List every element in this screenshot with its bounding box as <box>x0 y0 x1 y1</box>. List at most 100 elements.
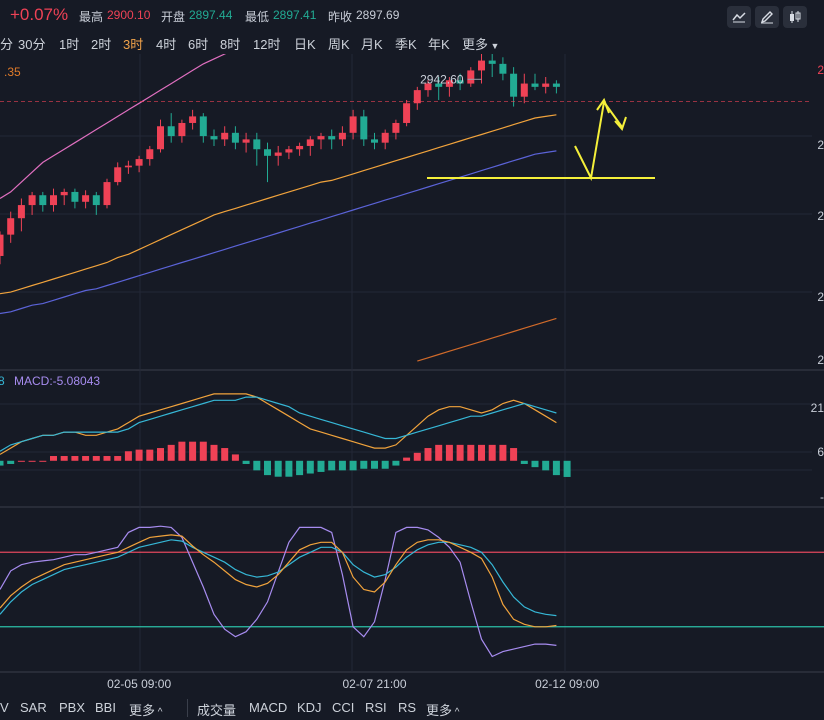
boll-upper-line <box>0 54 227 200</box>
more-intervals-button[interactable]: 更多 ▼ <box>462 34 499 53</box>
macd-histogram-bar <box>157 448 164 461</box>
time-axis-label: 02-12 09:00 <box>535 677 599 691</box>
tab-interval[interactable]: 周K <box>328 37 350 52</box>
macd-histogram-bar <box>39 460 47 462</box>
candle-body <box>189 116 197 123</box>
macd-dea-line <box>0 396 557 452</box>
macd-histogram-bar <box>189 441 197 461</box>
candle-body <box>478 60 485 71</box>
candle-body <box>413 90 421 104</box>
more-label: 更多 <box>129 703 156 718</box>
candle-body <box>103 182 111 206</box>
macd-histogram-bar <box>371 460 378 469</box>
macd-histogram-bar <box>146 449 154 461</box>
tab-interval[interactable]: 6时 <box>188 37 209 52</box>
tab-interval[interactable]: 12时 <box>253 37 281 52</box>
candle-body <box>264 149 271 156</box>
more-sub-indicators[interactable]: 更多 ^ <box>426 700 460 719</box>
candle-style-icon[interactable] <box>783 6 807 28</box>
line-tool-icon[interactable] <box>727 6 751 28</box>
tab-interval[interactable]: 4时 <box>156 37 177 52</box>
indicator-tab[interactable]: MACD <box>249 700 288 715</box>
candle-body <box>253 139 261 150</box>
candle-body <box>403 103 411 123</box>
macd-histogram-bar <box>167 444 175 461</box>
kdj-d-line <box>0 539 557 617</box>
candle-body <box>135 159 143 166</box>
macd-histogram-bar <box>467 444 475 461</box>
indicator-tab[interactable]: 成交量 <box>197 703 237 718</box>
macd-legend-prefix: 8 <box>0 374 5 388</box>
candle-body <box>92 195 100 206</box>
macd-histogram-bar <box>510 448 518 461</box>
macd-histogram-bar <box>488 444 496 461</box>
caret-up-icon: ^ <box>155 707 163 718</box>
candle-body <box>360 116 368 140</box>
tab-interval[interactable]: 分 <box>0 37 14 52</box>
indicator-tab[interactable]: V <box>0 700 9 715</box>
chart-area[interactable]: 2942.60 .35 8 MACD:-5.08043 2 2 2 2 2 21 6 - 02-05 0… <box>0 54 824 697</box>
kdj-k-line <box>0 534 557 628</box>
macd-histogram-bar <box>478 444 485 461</box>
macd-histogram-bar <box>210 444 218 461</box>
tab-interval[interactable]: 月K <box>361 37 383 52</box>
quote-header: +0.07% 最高 2900.10 开盘 2897.44 最低 2897.41 … <box>0 0 824 30</box>
tab-interval[interactable]: 30分 <box>18 37 46 52</box>
candle-body <box>435 83 443 87</box>
candle-body <box>0 234 4 256</box>
price-pane <box>0 54 812 362</box>
macd-histogram-bar <box>71 456 79 461</box>
indicator-tab[interactable]: SAR <box>20 700 47 715</box>
macd-histogram-bar <box>199 441 207 461</box>
candle-body <box>520 83 528 97</box>
chart-grid <box>0 54 824 673</box>
candle-body <box>28 195 36 206</box>
tab-interval[interactable]: 8时 <box>220 37 241 52</box>
time-axis-label: 02-07 21:00 <box>342 677 406 691</box>
more-main-indicators[interactable]: 更多 ^ <box>129 700 163 719</box>
candle-body <box>488 60 496 64</box>
tab-interval[interactable]: 2时 <box>91 37 112 52</box>
candle-body <box>242 139 250 143</box>
macd-histogram-bar <box>135 449 143 461</box>
candle-body <box>71 191 79 202</box>
macd-histogram-bar <box>445 444 453 461</box>
caret-up-icon: ^ <box>452 707 460 718</box>
draw-tool-icon[interactable] <box>755 6 779 28</box>
candle-body <box>50 195 57 206</box>
high-label: 最高 <box>79 10 104 24</box>
open-label: 开盘 <box>161 10 186 24</box>
candle-body <box>445 80 453 87</box>
indicator-tab[interactable]: RSI <box>365 700 387 715</box>
kdj-pane <box>0 525 824 658</box>
macd-histogram-bar <box>178 441 186 461</box>
candle-body <box>178 122 186 137</box>
macd-axis-tick: 6 <box>817 445 824 459</box>
projection-arrow-drawing <box>574 99 623 182</box>
indicator-bar: V SAR PBX BBI 更多 ^ 成交量 MACD KDJ CCI RSI … <box>0 697 824 720</box>
macd-histogram-bar <box>542 460 550 471</box>
macd-histogram-bar <box>392 460 400 466</box>
prev-close-value: 2897.69 <box>356 8 400 22</box>
macd-histogram-bar <box>531 460 539 468</box>
macd-histogram-bar <box>0 460 4 466</box>
low-label: 最低 <box>245 10 270 24</box>
tab-interval-active[interactable]: 3时 <box>123 37 144 52</box>
time-axis-label: 02-05 09:00 <box>107 677 171 691</box>
candle-body <box>167 126 175 137</box>
max-annotation-label: 2942.60 <box>420 72 464 86</box>
indicator-tab[interactable]: CCI <box>332 700 355 715</box>
tab-interval[interactable]: 年K <box>428 37 450 52</box>
tab-interval[interactable]: 1时 <box>59 37 80 52</box>
candle-body <box>349 116 357 133</box>
macd-dif-line <box>0 393 557 455</box>
change-percent: +0.07% <box>10 5 69 24</box>
tab-interval[interactable]: 季K <box>395 37 417 52</box>
indicator-tab[interactable]: PBX <box>59 700 86 715</box>
macd-histogram-bar <box>103 456 111 461</box>
macd-histogram-bar <box>92 456 100 461</box>
indicator-tab[interactable]: RS <box>398 700 417 715</box>
indicator-tab[interactable]: BBI <box>95 700 116 715</box>
tab-interval[interactable]: 日K <box>294 37 316 52</box>
indicator-tab[interactable]: KDJ <box>297 700 322 715</box>
